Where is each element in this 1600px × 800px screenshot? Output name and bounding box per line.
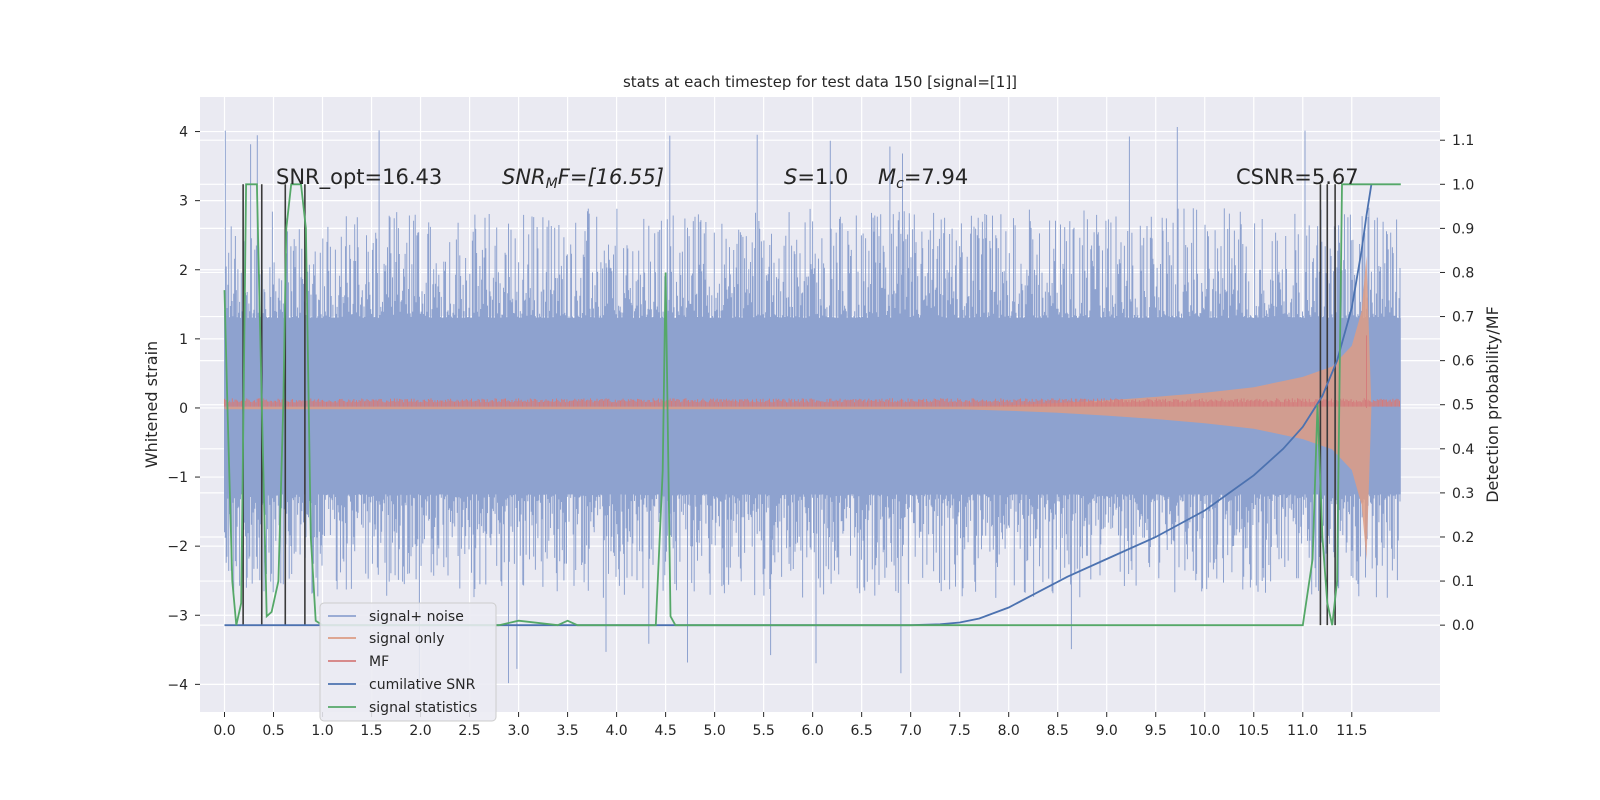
mf-trace [224,335,1400,408]
legend-label-mf: MF [369,654,389,670]
y2-tick-label: 0.1 [1452,574,1474,590]
y2-tick-label: 0.2 [1452,530,1474,546]
x-tick-label: 0.5 [262,723,284,739]
x-tick-label: 11.0 [1287,723,1318,739]
x-tick-label: 4.5 [654,723,676,739]
legend-label-signal-noise: signal+ noise [369,609,464,625]
axis-ticks: 0.0 0.5 1.0 1.5 2.0 2.5 3.0 3.5 4.0 4.5 5.0 5.5 6.0 6… [167,125,1474,739]
y-tick-label: 4 [179,125,188,141]
x-tick-label: 3.0 [507,723,529,739]
x-tick-label: 1.5 [360,723,382,739]
y-tick-label: 1 [179,332,188,348]
y2-tick-label: 0.7 [1452,310,1474,326]
signal-only-envelope [224,255,1372,560]
annotation-s: S=1.0 [784,165,848,189]
annotation-mc: Mc=7.94 [878,165,968,192]
y2-tick-label: 0.9 [1452,221,1474,237]
y-tick-label: 2 [179,263,188,279]
x-tick-label: 0.0 [213,723,235,739]
y2-tick-label: 0.6 [1452,354,1474,370]
x-tick-label: 6.5 [851,723,873,739]
y-axis-label: Whitened strain [142,341,161,468]
legend-label-signal-statistics: signal statistics [369,700,477,716]
y2-tick-label: 0.8 [1452,265,1474,281]
x-tick-label: 7.5 [949,723,971,739]
x-tick-label: 8.0 [998,723,1020,739]
signal-only-series [224,255,1372,560]
annotation-snr-mf: SNRMF=[16.55] [502,165,664,192]
x-tick-label: 5.0 [703,723,725,739]
legend: signal+ noise signal only MF cumilative … [319,602,497,722]
y-tick-label: 3 [179,194,188,210]
signal-statistics-line [223,183,1401,627]
y-tick-label: −4 [167,677,188,693]
y2-tick-label: 0.5 [1452,398,1474,414]
x-tick-label: 1.0 [311,723,333,739]
chart-title: stats at each timestep for test data 150… [623,73,1017,91]
annotation-csnr: CSNR=5.67 [1236,165,1359,189]
x-tick-label: 9.0 [1096,723,1118,739]
x-tick-label: 11.5 [1336,723,1367,739]
x-tick-label: 2.0 [409,723,431,739]
legend-label-cumulative-snr: cumilative SNR [369,677,476,693]
x-tick-label: 9.5 [1145,723,1167,739]
y-tick-label: 0 [179,401,188,417]
x-tick-label: 3.5 [556,723,578,739]
y2-axis-label: Detection probability/MF [1483,306,1502,503]
right-axis-series [223,183,1401,627]
y2-tick-label: 1.1 [1452,133,1474,149]
y2-tick-label: 0.3 [1452,486,1474,502]
x-tick-label: 4.0 [605,723,627,739]
y-tick-label: −1 [167,470,188,486]
x-tick-label: 6.0 [802,723,824,739]
y-tick-label: −3 [167,608,188,624]
annotation-snr-opt: SNR_opt=16.43 [276,165,442,190]
y2-tick-label: 0.4 [1452,442,1474,458]
y-tick-label: −2 [167,539,188,555]
legend-label-signal-only: signal only [369,631,444,647]
x-tick-label: 5.5 [753,723,775,739]
y2-tick-label: 1.0 [1452,177,1474,193]
mf-series [224,335,1400,408]
x-tick-label: 2.5 [458,723,480,739]
y2-tick-label: 0.0 [1452,618,1474,634]
x-tick-label: 8.5 [1047,723,1069,739]
x-tick-label: 10.5 [1238,723,1269,739]
x-tick-label: 10.0 [1189,723,1220,739]
x-tick-label: 7.0 [900,723,922,739]
legend-box [319,602,497,722]
